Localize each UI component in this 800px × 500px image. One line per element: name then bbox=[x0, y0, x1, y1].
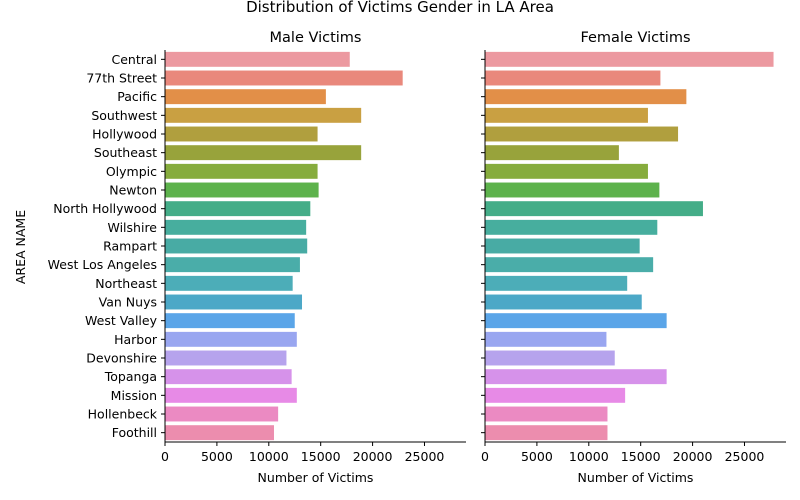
category-label: West Los Angeles bbox=[48, 257, 157, 272]
category-label: Southwest bbox=[91, 108, 157, 123]
category-label: Topanga bbox=[104, 369, 157, 384]
bar-wilshire bbox=[165, 219, 307, 235]
category-label: Devonshire bbox=[86, 351, 157, 366]
category-label: Hollywood bbox=[92, 127, 157, 142]
bar-newton bbox=[485, 182, 660, 198]
category-label: Newton bbox=[109, 183, 157, 198]
panel-title: Female Victims bbox=[580, 30, 690, 46]
bar-pacific bbox=[165, 89, 326, 105]
bar-devonshire bbox=[165, 350, 287, 366]
bar-mission bbox=[165, 387, 297, 403]
category-label: West Valley bbox=[85, 313, 158, 328]
bar-wilshire bbox=[485, 219, 658, 235]
chart-title: Distribution of Victims Gender in LA Are… bbox=[246, 0, 554, 16]
x-tick-label: 0 bbox=[481, 449, 489, 464]
bar-topanga bbox=[165, 369, 292, 385]
category-label: 77th Street bbox=[86, 71, 157, 86]
category-label: Olympic bbox=[106, 164, 157, 179]
bar-central bbox=[165, 51, 350, 67]
bar-77th-street bbox=[485, 70, 661, 86]
bar-hollywood bbox=[165, 126, 318, 142]
bar-southwest bbox=[165, 107, 362, 123]
x-tick-label: 15000 bbox=[301, 449, 341, 464]
bar-southeast bbox=[485, 145, 619, 161]
bar-rampart bbox=[165, 238, 308, 254]
bar-van-nuys bbox=[485, 294, 642, 310]
bar-southwest bbox=[485, 107, 648, 123]
x-tick-label: 10000 bbox=[249, 449, 289, 464]
bar-olympic bbox=[485, 163, 648, 179]
category-label: Hollenbeck bbox=[88, 407, 158, 422]
bar-northeast bbox=[165, 275, 293, 291]
x-tick-label: 20000 bbox=[673, 449, 713, 464]
category-label: Northeast bbox=[95, 276, 157, 291]
x-tick-label: 25000 bbox=[725, 449, 765, 464]
bar-harbor bbox=[165, 331, 297, 347]
bar-foothill bbox=[165, 425, 274, 441]
bar-foothill bbox=[485, 425, 608, 441]
x-tick-label: 15000 bbox=[621, 449, 661, 464]
category-label: Van Nuys bbox=[99, 295, 157, 310]
chart-panels: Male Victims Central 77th Street Pacific Sou… bbox=[48, 30, 786, 485]
x-tick-label: 5000 bbox=[521, 449, 553, 464]
x-axis-label: Number of Victims bbox=[578, 470, 694, 485]
bar-rampart bbox=[485, 238, 640, 254]
category-label: Harbor bbox=[114, 332, 158, 347]
bar-west-los-angeles bbox=[485, 257, 654, 273]
bar-mission bbox=[485, 387, 626, 403]
bar-hollenbeck bbox=[165, 406, 279, 422]
x-tick-label: 0 bbox=[161, 449, 169, 464]
bar-hollywood bbox=[485, 126, 679, 142]
bar-north-hollywood bbox=[485, 201, 703, 217]
bar-pacific bbox=[485, 89, 687, 105]
bar-west-valley bbox=[165, 313, 295, 329]
panel-title: Male Victims bbox=[270, 30, 362, 46]
x-axis-label: Number of Victims bbox=[258, 470, 374, 485]
bar-devonshire bbox=[485, 350, 615, 366]
bar-harbor bbox=[485, 331, 607, 347]
category-label: Central bbox=[111, 52, 157, 67]
bar-77th-street bbox=[165, 70, 403, 86]
bar-northeast bbox=[485, 275, 628, 291]
x-tick-label: 25000 bbox=[405, 449, 445, 464]
category-label: Rampart bbox=[103, 239, 157, 254]
bar-newton bbox=[165, 182, 319, 198]
bar-olympic bbox=[165, 163, 318, 179]
category-label: Southeast bbox=[94, 145, 157, 160]
category-label: North Hollywood bbox=[53, 201, 157, 216]
category-label: Mission bbox=[111, 388, 157, 403]
bar-southeast bbox=[165, 145, 362, 161]
bar-topanga bbox=[485, 369, 667, 385]
panel-male: Male Victims Central 77th Street Pacific Sou… bbox=[48, 30, 466, 485]
x-tick-label: 5000 bbox=[201, 449, 233, 464]
bar-central bbox=[485, 51, 774, 67]
bar-west-valley bbox=[485, 313, 667, 329]
category-label: Pacific bbox=[117, 89, 157, 104]
bar-hollenbeck bbox=[485, 406, 608, 422]
bar-west-los-angeles bbox=[165, 257, 300, 273]
panel-female: Female Victims 0 5000 10000 15000 20000 25000 N… bbox=[481, 30, 786, 485]
bar-van-nuys bbox=[165, 294, 303, 310]
category-label: Wilshire bbox=[108, 220, 158, 235]
bar-north-hollywood bbox=[165, 201, 311, 217]
category-label: Foothill bbox=[112, 425, 157, 440]
x-tick-label: 10000 bbox=[569, 449, 609, 464]
x-tick-label: 20000 bbox=[353, 449, 393, 464]
y-axis-label: AREA NAME bbox=[13, 210, 28, 284]
